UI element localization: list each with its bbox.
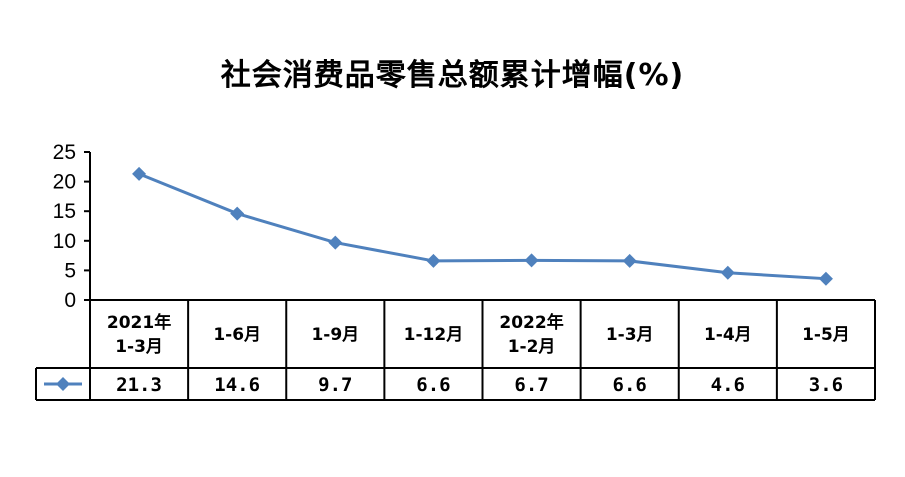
x-category-label: 1-4月 <box>704 325 752 345</box>
data-table-value: 4.6 <box>711 374 745 396</box>
data-point-marker <box>230 206 245 221</box>
x-category-label: 1-3月 <box>115 337 163 357</box>
chart-title: 社会消费品零售总额累计增幅(%) <box>220 58 685 93</box>
x-category-label: 2022年 <box>499 312 563 333</box>
legend-marker-icon <box>56 377 70 391</box>
series-line <box>138 172 827 281</box>
y-tick-label: 20 <box>53 171 76 194</box>
data-point-marker <box>524 253 539 268</box>
data-point-marker <box>328 235 343 250</box>
x-category-label: 1-6月 <box>213 325 261 345</box>
x-category-label: 1-12月 <box>404 325 464 345</box>
data-table-value: 14.6 <box>214 374 260 396</box>
y-tick-label: 15 <box>53 200 76 223</box>
y-tick-label: 0 <box>64 289 76 312</box>
y-tick-label: 25 <box>53 141 76 164</box>
data-point-marker <box>720 265 735 280</box>
y-tick-label: 10 <box>53 230 76 253</box>
x-category-label: 1-3月 <box>606 325 654 345</box>
data-point-marker <box>622 253 637 268</box>
x-category-label: 1-9月 <box>311 325 359 345</box>
x-category-label: 1-5月 <box>802 325 850 345</box>
data-table-value: 3.6 <box>809 374 843 396</box>
data-table-value: 9.7 <box>318 374 352 396</box>
data-table-value: 6.6 <box>613 374 647 396</box>
data-point-marker <box>818 271 833 286</box>
data-table-value: 21.3 <box>116 374 162 396</box>
x-category-label: 2021年 <box>107 312 171 333</box>
data-table-value: 6.6 <box>416 374 450 396</box>
data-point-marker <box>132 166 147 181</box>
y-tick-label: 5 <box>64 259 76 282</box>
data-point-marker <box>426 253 441 268</box>
x-category-label: 1-2月 <box>508 337 556 357</box>
data-table-value: 6.7 <box>514 374 548 396</box>
